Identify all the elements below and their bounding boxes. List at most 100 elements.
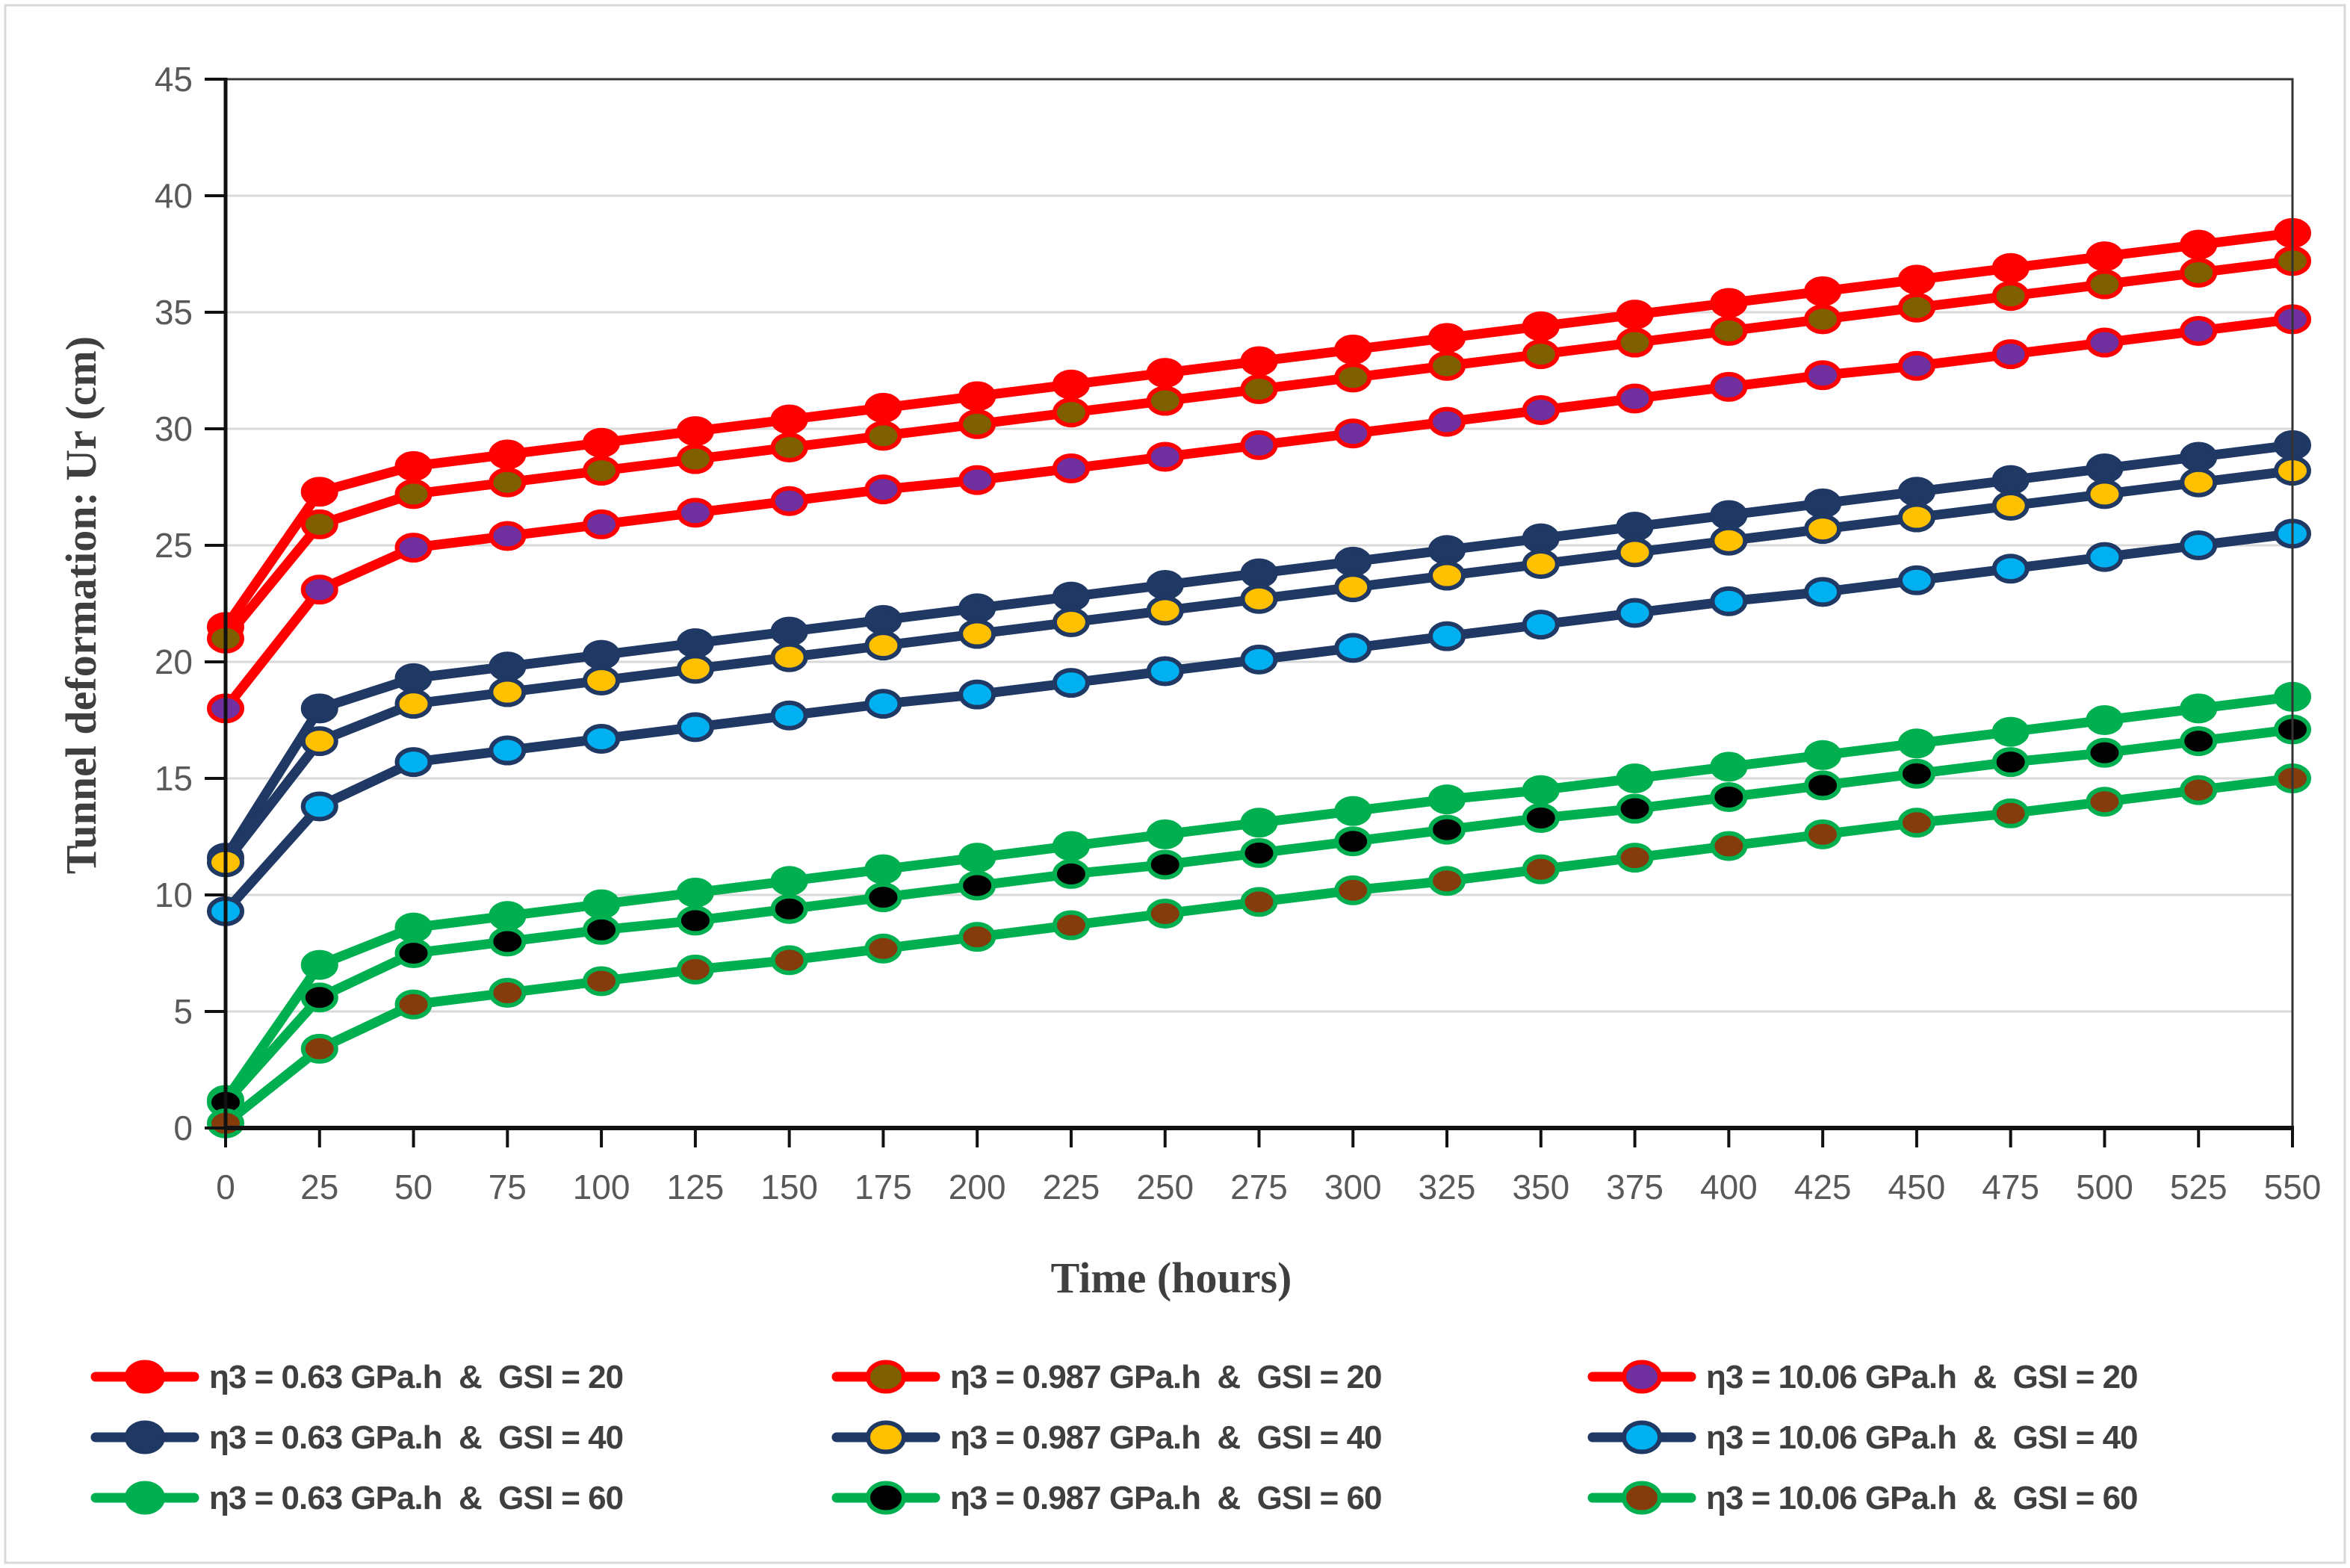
data-point-marker	[1522, 311, 1560, 341]
data-point-marker	[1616, 300, 1654, 330]
x-tick-label: 475	[1982, 1168, 2039, 1206]
data-point-marker	[770, 616, 808, 647]
data-point-marker	[1146, 898, 1184, 929]
data-point-marker	[300, 693, 338, 724]
data-point-marker	[2180, 467, 2218, 498]
legend-marker-swatch	[125, 1481, 165, 1515]
data-point-marker	[1991, 339, 2030, 370]
data-point-marker	[300, 949, 338, 980]
data-point-marker	[1334, 546, 1372, 577]
x-tick-label: 250	[1136, 1168, 1194, 1206]
data-point-marker	[676, 877, 714, 908]
data-point-marker	[2180, 229, 2218, 260]
data-point-marker	[1240, 808, 1278, 838]
x-tick-label: 300	[1324, 1168, 1382, 1206]
data-point-marker	[1710, 315, 1748, 346]
data-point-marker	[864, 854, 902, 884]
data-point-marker	[1052, 831, 1090, 861]
y-tick-label: 20	[155, 642, 193, 681]
data-point-marker	[1710, 752, 1748, 782]
data-point-marker	[1897, 292, 1935, 323]
data-point-marker	[676, 905, 714, 936]
series-group	[207, 217, 2311, 1138]
legend-item: η3 = 10.06 GPa.h & GSI = 60	[1587, 1480, 2139, 1516]
data-point-marker	[1991, 281, 2030, 312]
data-point-marker	[1991, 490, 2030, 521]
data-point-marker	[489, 439, 527, 470]
series-5	[207, 456, 2311, 878]
data-point-marker	[1428, 784, 1466, 815]
data-point-marker	[1991, 716, 2030, 747]
x-tick-label: 400	[1700, 1168, 1758, 1206]
data-point-marker	[583, 966, 621, 997]
data-point-marker	[489, 735, 527, 766]
legend-item: η3 = 10.06 GPa.h & GSI = 20	[1587, 1359, 2139, 1395]
data-point-marker	[1334, 418, 1372, 449]
data-point-marker	[1240, 346, 1278, 376]
data-point-marker	[958, 593, 996, 624]
data-point-marker	[1522, 610, 1560, 640]
data-point-marker	[489, 926, 527, 957]
data-point-marker	[770, 432, 808, 462]
data-point-marker	[1804, 514, 1842, 545]
data-point-marker	[1428, 866, 1466, 896]
data-point-marker	[300, 982, 338, 1013]
data-point-marker	[1146, 570, 1184, 601]
data-point-marker	[1710, 781, 1748, 812]
data-point-marker	[958, 679, 996, 710]
y-tick-label: 10	[155, 876, 193, 914]
data-point-marker	[1052, 397, 1090, 428]
data-point-marker	[1897, 728, 1935, 759]
series-2	[207, 246, 2311, 654]
data-point-marker	[1897, 758, 1935, 789]
data-point-marker	[583, 914, 621, 945]
legend-marker-swatch	[866, 1420, 906, 1454]
x-tick-label: 50	[394, 1168, 433, 1206]
data-point-marker	[1616, 793, 1654, 824]
legend-marker-swatch	[866, 1360, 906, 1394]
legend-label: η3 = 10.06 GPa.h & GSI = 60	[1706, 1480, 2138, 1516]
data-point-marker	[676, 498, 714, 528]
data-point-marker	[394, 747, 433, 778]
data-point-marker	[1522, 548, 1560, 579]
data-point-marker	[864, 689, 902, 719]
legend-marker-swatch	[1622, 1420, 1662, 1454]
data-point-marker	[1897, 808, 1935, 838]
data-point-marker	[1428, 814, 1466, 845]
data-point-marker	[1240, 430, 1278, 460]
data-point-marker	[958, 409, 996, 439]
data-point-marker	[1804, 740, 1842, 770]
data-point-marker	[864, 630, 902, 661]
chart-outer-border	[4, 4, 2346, 1564]
data-point-marker	[583, 889, 621, 920]
data-point-marker	[676, 444, 714, 474]
data-point-marker	[1428, 535, 1466, 565]
legend-marker-swatch	[1622, 1481, 1662, 1515]
data-point-marker	[958, 465, 996, 495]
data-point-marker	[2086, 705, 2124, 735]
data-point-marker	[676, 654, 714, 684]
data-point-marker	[1052, 910, 1090, 941]
data-point-marker	[583, 427, 621, 458]
y-tick-label: 35	[155, 293, 193, 332]
data-point-marker	[1991, 465, 2030, 495]
data-point-marker	[1991, 252, 2030, 283]
data-point-marker	[1334, 826, 1372, 857]
data-point-marker	[864, 474, 902, 505]
y-axis-title: Tunnel deformation: Ur (cm)	[57, 336, 105, 874]
data-point-marker	[1991, 798, 2030, 828]
legend-label: η3 = 0.63 GPa.h & GSI = 20	[209, 1359, 623, 1395]
y-tick-label: 25	[155, 526, 193, 565]
data-point-marker	[300, 791, 338, 822]
data-point-marker	[770, 642, 808, 672]
data-point-marker	[2086, 241, 2124, 272]
series-9	[207, 763, 2311, 1138]
x-tick-label: 425	[1794, 1168, 1852, 1206]
data-point-marker	[1052, 668, 1090, 698]
data-point-marker	[583, 456, 621, 486]
data-point-marker	[489, 521, 527, 551]
data-point-marker	[2086, 787, 2124, 817]
data-point-marker	[1146, 441, 1184, 472]
